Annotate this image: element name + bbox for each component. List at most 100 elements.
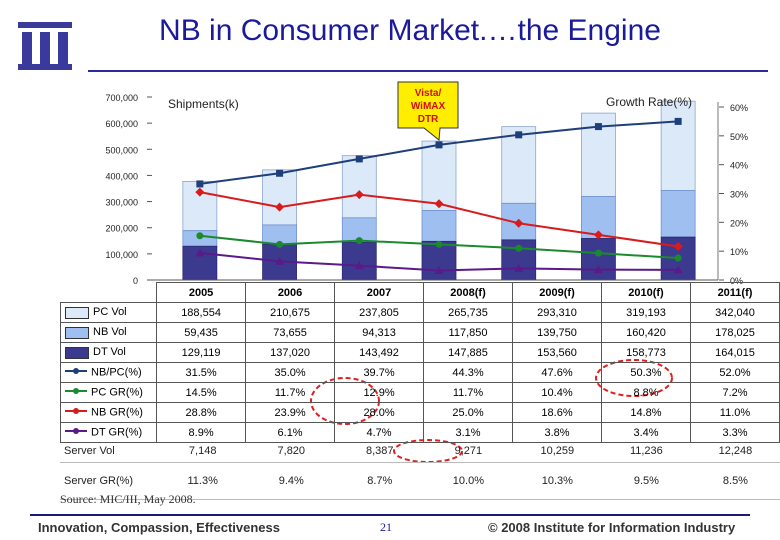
table-cell: 35.0% — [245, 362, 336, 383]
footer: Innovation, Compassion, Effectiveness 21… — [0, 514, 780, 540]
page-title: NB in Consumer Market.…the Engine — [159, 14, 661, 47]
legend-swatch — [65, 306, 89, 319]
column-header: 2008(f) — [423, 282, 514, 303]
table-cell: 8.8% — [601, 382, 691, 403]
table-cell: 10.4% — [512, 382, 602, 403]
bar-pc-vol — [421, 140, 457, 211]
table-cell: 31.5% — [156, 362, 247, 383]
table-cell: 50.3% — [601, 362, 691, 383]
row-label: NB Vol — [93, 326, 127, 339]
footer-divider — [30, 514, 750, 516]
left-tick-label: 700,000 — [105, 93, 138, 103]
iii-logo — [18, 22, 72, 70]
table-cell: 3.3% — [689, 422, 780, 443]
row-label: DT GR(%) — [91, 426, 143, 439]
server-table: Server Vol 7,148 7,820 8,387 9,271 10,259 11,2… — [60, 440, 780, 500]
table-cell: 52.0% — [689, 362, 780, 383]
table-cell: 28.8% — [156, 402, 247, 423]
right-tick-label: 10% — [730, 247, 748, 257]
column-header: 2010(f) — [601, 282, 691, 303]
row-label: DT Vol — [93, 346, 126, 359]
left-tick-label: 0 — [133, 276, 138, 286]
table-cell: 160,420 — [601, 322, 691, 343]
left-axis-title: Shipments(k) — [168, 97, 239, 111]
bar-dt-vol — [581, 238, 616, 281]
point-nb-gr — [195, 187, 205, 197]
point-nb-gr — [514, 218, 524, 228]
table-cell: 153,560 — [512, 342, 602, 363]
table-cell: 188,554 — [156, 302, 247, 323]
table-cell: 9.4% — [247, 462, 336, 500]
table-cell: 210,675 — [245, 302, 336, 323]
table-cell: 8.9% — [156, 422, 247, 443]
bar-nb-vol — [660, 190, 696, 238]
point-pc-gr — [196, 232, 204, 240]
table-cell: 6.1% — [245, 422, 336, 443]
point-nb-pc — [435, 141, 443, 149]
table-cell: 11.7% — [245, 382, 336, 403]
table-row: PC GR(%) 14.5% 11.7% 12.9% 11.7% 10.4% 8.8% 7.2… — [59, 382, 780, 403]
table-cell: 117,850 — [423, 322, 514, 343]
point-pc-gr — [276, 240, 284, 248]
source-note: Source: MIC/III, May 2008. — [60, 492, 196, 506]
table-cell: 137,020 — [245, 342, 336, 363]
table-row: PC Vol 188,554 210,675 237,805 265,735 293,31… — [59, 302, 780, 323]
table-cell: 73,655 — [245, 322, 336, 343]
table-cell: 237,805 — [334, 302, 425, 323]
point-nb-gr — [593, 230, 603, 240]
point-nb-pc — [594, 123, 602, 131]
table-cell: 28.0% — [334, 402, 425, 423]
table-cell: 12.9% — [334, 382, 425, 403]
row-label: NB GR(%) — [91, 406, 143, 419]
point-dt-gr — [593, 265, 603, 274]
point-nb-pc — [674, 117, 682, 125]
row-label: PC Vol — [93, 306, 127, 319]
row-label: NB/PC(%) — [91, 366, 142, 379]
right-tick-label: 20% — [730, 218, 748, 228]
table-cell: 12,248 — [690, 440, 780, 463]
table-row: NB/PC(%) 31.5% 35.0% 39.7% 44.3% 47.6% 50.3% 52… — [59, 362, 780, 383]
point-nb-gr — [434, 199, 444, 209]
right-tick-label: 0% — [730, 276, 743, 286]
title-divider — [88, 70, 768, 72]
point-nb-pc — [276, 169, 284, 177]
server-row: Server Vol 7,148 7,820 8,387 9,271 10,259 11,2… — [60, 440, 780, 463]
table-header-row: 2005 2006 2007 2008(f) 2009(f) 2010(f) 2011(f) — [61, 282, 780, 303]
table-cell: 59,435 — [156, 322, 247, 343]
table-cell: 8.5% — [690, 462, 780, 500]
table-cell: 14.5% — [156, 382, 247, 403]
left-tick-label: 400,000 — [105, 171, 138, 181]
table-row: DT Vol 129,119 137,020 143,492 147,885 153,56… — [59, 342, 780, 363]
callout-label: DTR — [418, 114, 439, 125]
table-cell: 9.5% — [601, 462, 691, 500]
callout-label: Vista/ — [415, 88, 442, 99]
table-row: NB GR(%) 28.8% 23.9% 28.0% 25.0% 18.6% 14.8% 11… — [59, 402, 780, 423]
left-tick-label: 600,000 — [105, 119, 138, 129]
left-tick-label: 300,000 — [105, 198, 138, 208]
point-dt-gr — [275, 256, 285, 265]
row-label: Server GR(%) — [60, 462, 159, 500]
table-cell: 164,015 — [689, 342, 780, 363]
point-dt-gr — [354, 261, 364, 270]
table-cell: 11.7% — [423, 382, 514, 403]
point-pc-gr — [674, 254, 682, 262]
legend-line-key — [65, 406, 87, 419]
left-tick-label: 100,000 — [105, 250, 138, 260]
footer-tagline: Innovation, Compassion, Effectiveness — [38, 520, 280, 535]
table-cell: 47.6% — [512, 362, 602, 383]
bar-pc-vol — [660, 100, 696, 191]
left-tick-label: 500,000 — [105, 145, 138, 155]
table-cell: 10.3% — [512, 462, 602, 500]
table-cell: 8,387 — [335, 440, 424, 463]
table-cell: 14.8% — [601, 402, 691, 423]
table-cell: 178,025 — [689, 322, 780, 343]
column-header: 2009(f) — [512, 282, 602, 303]
table-cell: 9,271 — [423, 440, 513, 463]
table-cell: 25.0% — [423, 402, 514, 423]
page-number: 21 — [380, 520, 392, 534]
point-dt-gr — [514, 263, 524, 272]
right-tick-label: 40% — [730, 161, 748, 171]
legend-swatch — [65, 326, 89, 339]
legend-swatch — [65, 346, 89, 359]
table-cell: 10,259 — [512, 440, 602, 463]
